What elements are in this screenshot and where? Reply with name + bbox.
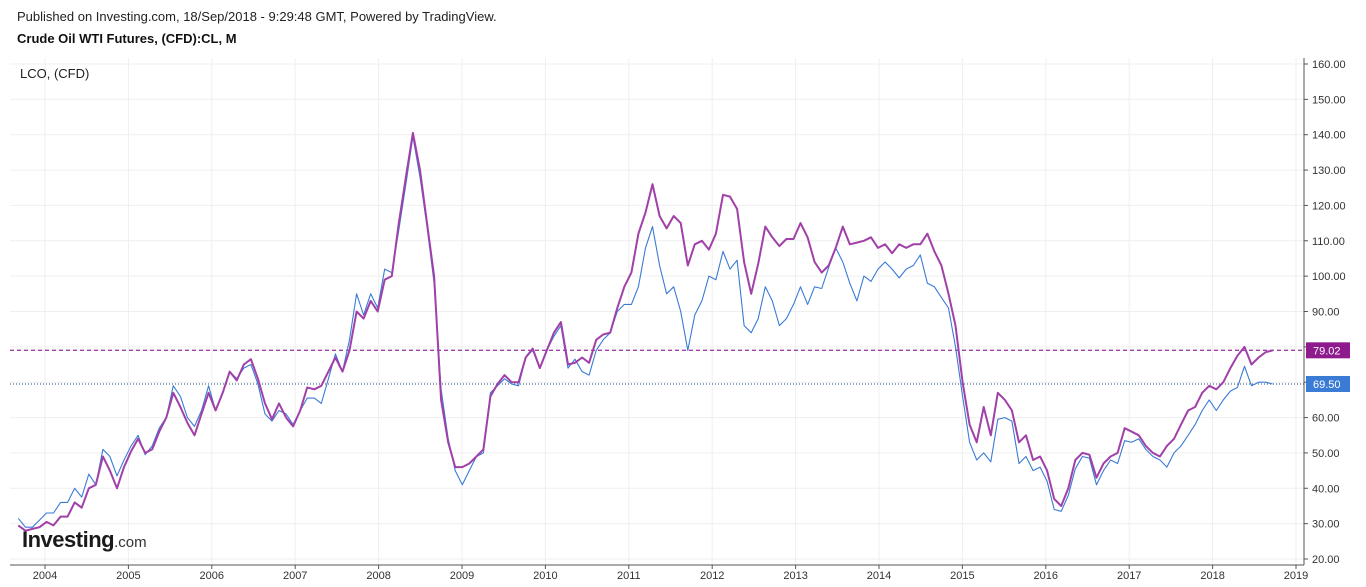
cl-last-value-badge-label: 69.50 (1313, 379, 1341, 391)
y-tick-label: 160.00 (1312, 59, 1346, 71)
y-tick-label: 110.00 (1312, 236, 1345, 248)
x-tick-label: 2006 (200, 570, 224, 582)
cl-last-value-badge-bg (1306, 375, 1350, 392)
x-tick-label: 2019 (1284, 570, 1308, 582)
x-tick-label: 2012 (700, 570, 724, 582)
y-tick-label: 40.00 (1312, 483, 1340, 495)
logo-suffix-text: .com (114, 534, 147, 551)
x-tick-label: 2011 (617, 570, 641, 582)
y-tick-label: 60.00 (1312, 413, 1340, 425)
y-tick-label: 130.00 (1312, 165, 1346, 177)
chart-title: Crude Oil WTI Futures, (CFD):CL, M (17, 31, 237, 46)
x-tick-label: 2009 (450, 570, 474, 582)
x-tick-label: 2010 (533, 570, 557, 582)
x-tick-label: 2018 (1200, 570, 1224, 582)
lco-last-value-badge-bg (1306, 342, 1350, 359)
x-tick-label: 2005 (116, 570, 140, 582)
lco-series-line (17, 131, 1273, 532)
y-tick-label: 100.00 (1312, 271, 1346, 283)
lco-last-value-badge-label: 79.02 (1313, 345, 1341, 357)
series-legend-label: LCO, (CFD) (20, 66, 90, 81)
y-tick-label: 30.00 (1312, 519, 1340, 531)
y-tick-label: 90.00 (1312, 307, 1340, 319)
y-tick-label: 120.00 (1312, 200, 1346, 212)
published-caption: Published on Investing.com, 18/Sep/2018 … (17, 9, 497, 24)
cl-series-line (17, 135, 1273, 528)
investing-logo: Investing.com (22, 527, 147, 553)
x-tick-label: 2007 (283, 570, 307, 582)
x-tick-label: 2013 (783, 570, 807, 582)
logo-main-text: Investing (22, 527, 115, 552)
y-tick-label: 150.00 (1312, 94, 1346, 106)
chart-header: Published on Investing.com, 18/Sep/2018 … (17, 8, 497, 48)
y-tick-label: 20.00 (1312, 554, 1340, 566)
x-tick-label: 2008 (366, 570, 390, 582)
x-tick-label: 2017 (1117, 570, 1141, 582)
x-tick-label: 2015 (950, 570, 974, 582)
x-tick-label: 2016 (1034, 570, 1058, 582)
x-tick-label: 2014 (867, 570, 891, 582)
x-tick-label: 2004 (33, 570, 57, 582)
y-tick-label: 50.00 (1312, 448, 1340, 460)
y-tick-label: 140.00 (1312, 130, 1346, 142)
